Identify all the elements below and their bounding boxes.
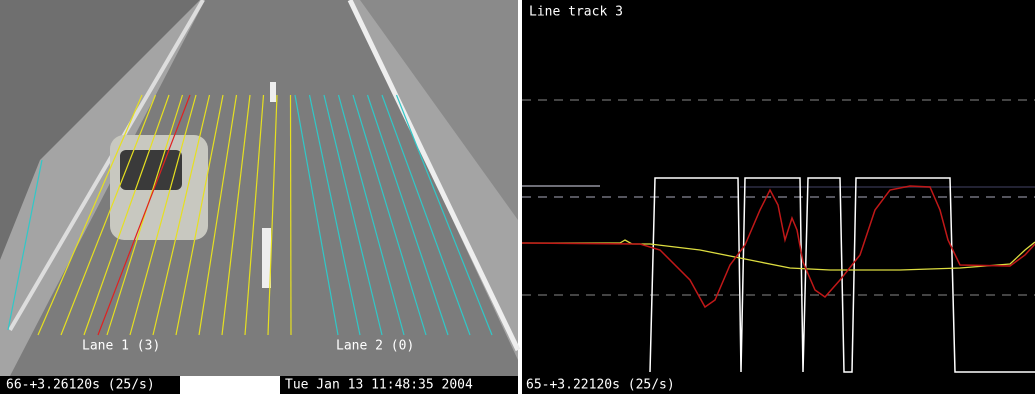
screen: Lane 1 (3) Lane 2 (0) 66-+3.26120s (25/s… <box>0 0 1035 394</box>
lane-label: Lane 1 (3) <box>82 339 160 354</box>
timestamp: Tue Jan 13 11:48:35 2004 <box>285 378 473 393</box>
car-window <box>120 150 182 190</box>
status-gap <box>180 376 280 394</box>
plot-title: Line track 3 <box>529 5 623 20</box>
status-text: 65-+3.22120s (25/s) <box>526 378 675 393</box>
camera-view: Lane 1 (3) Lane 2 (0) <box>0 0 518 376</box>
plot-panel: Line track 3 65-+3.22120s (25/s) <box>522 0 1035 394</box>
lane-label: Lane 2 (0) <box>336 339 414 354</box>
car <box>110 135 208 240</box>
detection-line <box>291 95 292 335</box>
lane-marking <box>270 82 276 102</box>
status-text: 66-+3.26120s (25/s) <box>6 378 155 393</box>
page: Lane 1 (3) Lane 2 (0) 66-+3.26120s (25/s… <box>0 0 1035 394</box>
